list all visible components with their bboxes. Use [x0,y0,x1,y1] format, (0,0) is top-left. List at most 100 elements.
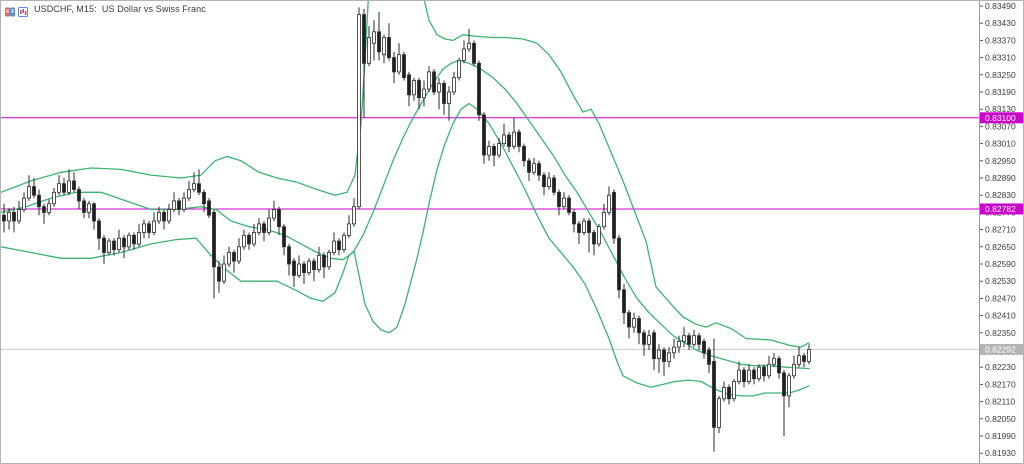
price-axis-label[interactable]: 0.82470 [985,293,1016,303]
candle-body [477,62,481,116]
candle-body [742,369,746,383]
candle-body [122,237,126,248]
price-axis-label[interactable]: 0.82530 [985,276,1016,286]
candle-body [397,54,401,73]
candle-body [387,37,391,59]
candle-body [217,266,221,282]
candle-body [312,260,316,271]
price-axis-label[interactable]: 0.82650 [985,242,1016,252]
candle-body [357,14,361,208]
price-axis-label[interactable]: 0.82890 [985,173,1016,183]
price-axis-label[interactable]: 0.83010 [985,139,1016,149]
candle-body [62,183,66,193]
candle-body [37,194,41,208]
price-axis-label[interactable]: 0.82110 [985,397,1015,407]
candle-body [47,203,51,213]
candle-body [242,234,246,248]
price-axis-label[interactable]: 0.83070 [985,121,1016,131]
price-axis-label[interactable]: 0.82230 [985,362,1016,372]
candle-body [107,240,111,254]
price-axis-label[interactable]: 0.83190 [985,87,1016,97]
price-axis-label[interactable]: 0.83430 [985,18,1016,28]
price-axis-label[interactable]: 0.82050 [985,414,1016,424]
price-axis-label[interactable]: 0.82710 [985,225,1016,235]
candle-body [462,48,466,61]
price-axis-label[interactable]: 0.82950 [985,156,1016,166]
candle-body [42,206,46,213]
candle-body [447,91,451,104]
support-line-price-tag [980,203,1023,215]
candle-body [32,186,36,196]
price-axis-label[interactable]: 0.83250 [985,70,1016,80]
candle-body [572,211,576,225]
candle-body [702,340,706,354]
candle-body [427,71,431,90]
candle-body [492,146,496,156]
candlestick-chart-icon [18,4,28,17]
bollinger-upper-band [1,1,810,348]
candle-body [92,203,96,222]
support-line-price-tag-text: 0.82782 [985,204,1016,214]
candle-body [567,197,571,213]
price-axis-label[interactable]: 0.82410 [985,311,1016,321]
candle-body [507,134,511,147]
candle-body [127,234,131,248]
price-axis-label[interactable]: 0.83310 [985,53,1016,63]
candle-body [132,234,136,245]
candle-body [292,260,296,276]
price-axis-label[interactable]: 0.81930 [985,448,1016,458]
candle-body [432,71,436,93]
candle-body [582,220,586,233]
candle-body [137,232,141,245]
candle-body [787,375,791,397]
candle-body [672,346,676,354]
candle-body [297,263,301,276]
price-axis-label[interactable]: 0.82830 [985,190,1016,200]
candle-body [147,223,151,233]
candle-body [677,340,681,348]
candle-body [682,335,686,342]
price-axis-label[interactable]: 0.83130 [985,104,1016,114]
candle-body [282,226,286,248]
candle-body [2,214,6,222]
candle-body [257,223,261,233]
candle-body [487,146,491,156]
bollinger-lower-band [1,102,810,397]
candle-body [202,191,206,205]
candle-body [482,114,486,156]
price-axis-label[interactable]: 0.81990 [985,431,1016,441]
candle-body [352,206,356,225]
candle-body [452,77,456,93]
candle-body [227,252,231,265]
candle-body [72,180,76,190]
price-axis-label[interactable]: 0.83490 [985,1,1016,11]
candle-body [82,200,86,213]
candle-body [197,183,201,193]
candle-body [647,335,651,345]
candle-body [442,83,446,104]
candle-body [207,200,211,216]
candle-body [172,200,176,210]
price-axis-label[interactable]: 0.82590 [985,259,1016,269]
price-axis-label[interactable]: 0.82350 [985,328,1016,338]
candle-body [637,318,641,334]
resistance-line-price-tag-text: 0.83100 [985,113,1016,123]
candle-body [162,211,166,222]
candle-body [632,318,636,328]
candle-body [392,57,396,73]
chart-window-icon [5,4,15,17]
candle-body [232,252,236,262]
candle-body [737,369,741,383]
bollinger-middle-band [1,59,810,370]
candle-body [247,234,251,245]
candle-body [467,42,471,50]
price-axis-label[interactable]: 0.82170 [985,379,1016,389]
candle-body [587,220,591,233]
candle-body [372,31,376,44]
candle-body [77,189,81,202]
candle-body [667,352,671,362]
candle-body [437,83,441,93]
price-axis-label[interactable]: 0.83370 [985,35,1016,45]
candle-body [547,177,551,188]
